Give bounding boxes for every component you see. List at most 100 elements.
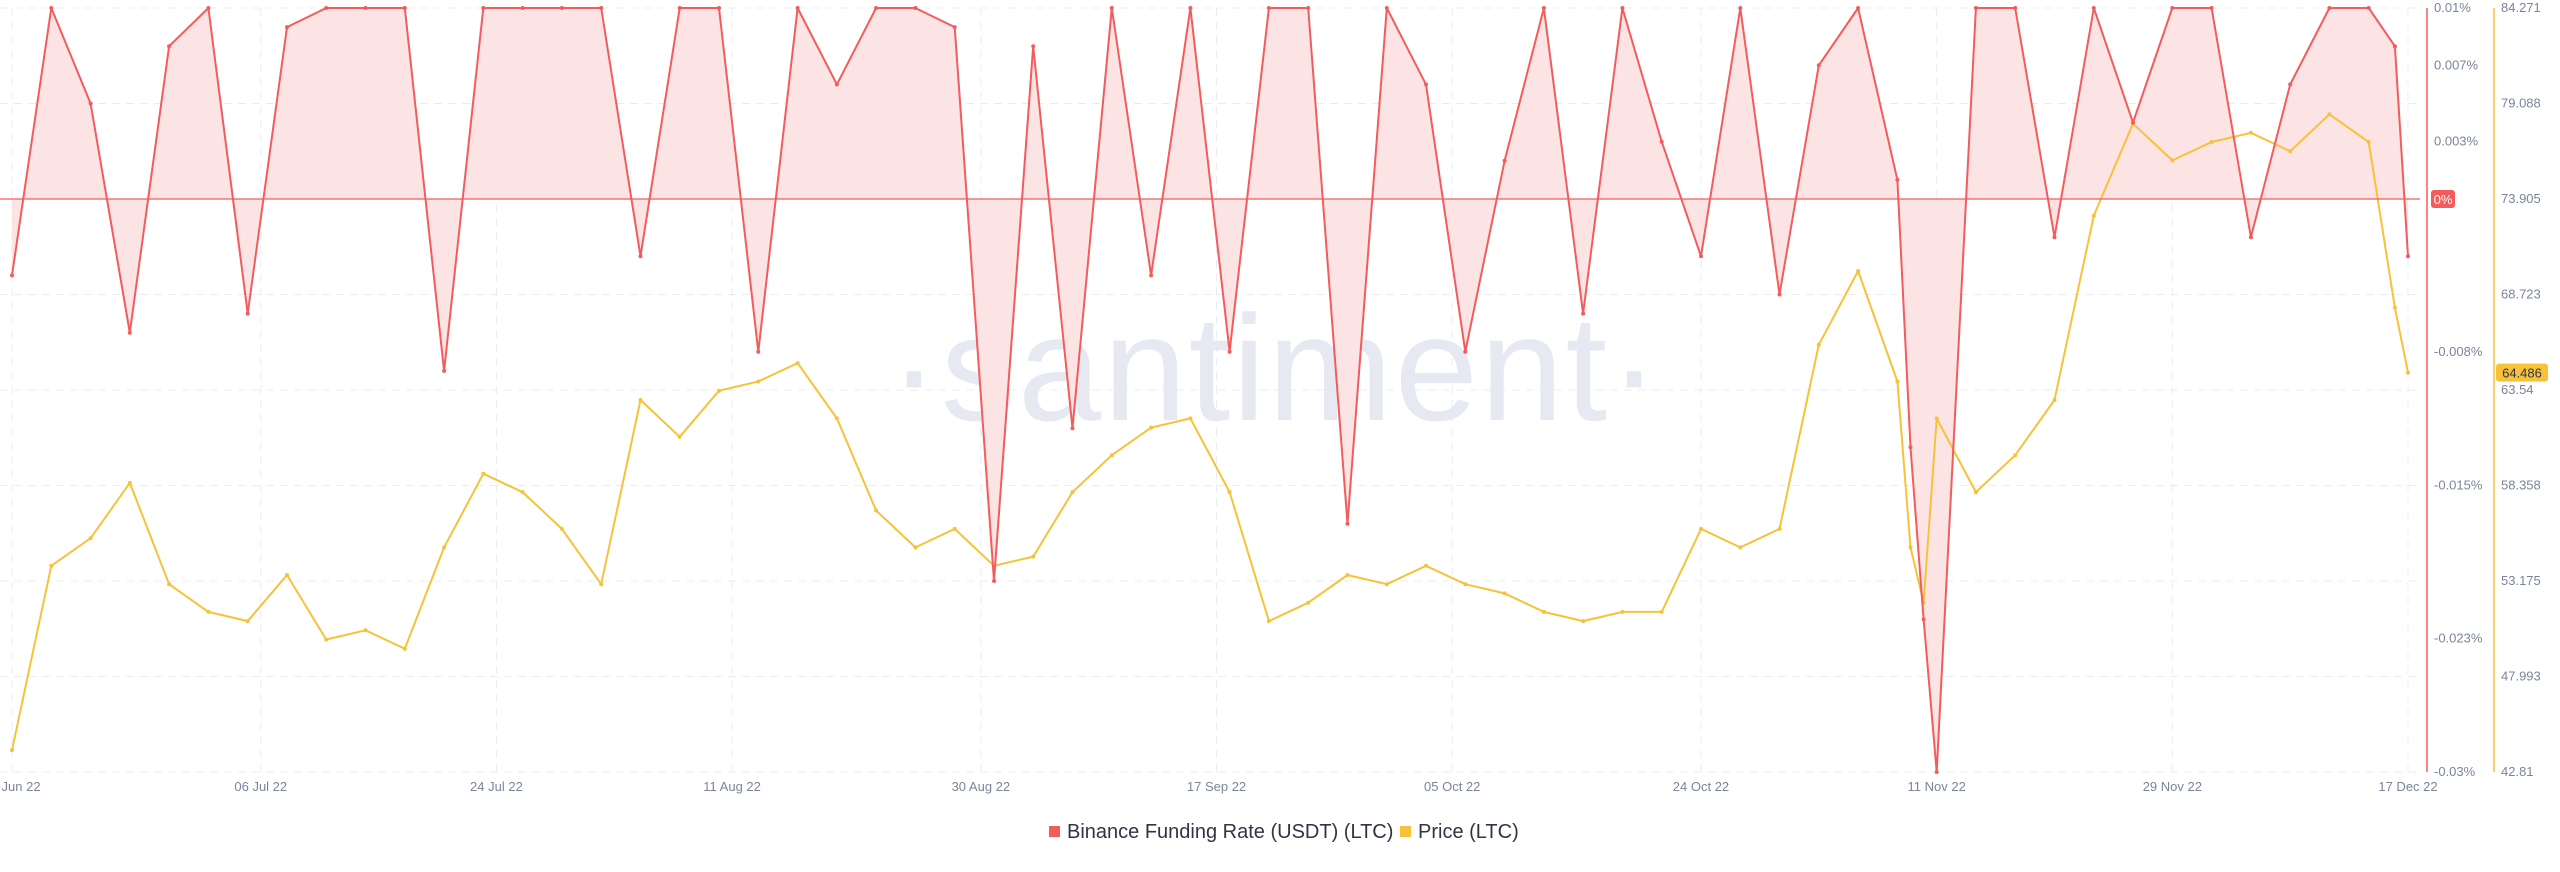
funding-point [167, 44, 172, 49]
legend: Binance Funding Rate (USDT) (LTC) Price (… [1049, 821, 1519, 843]
price-point [1188, 416, 1193, 421]
watermark: ·santiment· [889, 284, 1661, 452]
funding-point [363, 6, 368, 10]
funding-point [1266, 6, 1271, 10]
price-axis-tick-label: 68.723 [2501, 287, 2541, 302]
price-point [1620, 609, 1625, 614]
funding-point [1581, 311, 1586, 316]
funding-axis-tick-label: 0.007% [2434, 57, 2479, 72]
price-point [285, 573, 289, 577]
price-point [402, 646, 407, 651]
x-axis-tick-label: 06 Jul 22 [234, 779, 287, 794]
funding-point [2170, 6, 2175, 10]
x-axis-tick-label: 17 Dec 22 [2378, 779, 2437, 794]
price-point [952, 526, 957, 531]
funding-point [559, 6, 564, 10]
funding-point [1973, 6, 1978, 10]
price-point [2091, 213, 2096, 218]
price-point [1463, 582, 1468, 587]
price-axis-tick-label: 84.271 [2501, 0, 2541, 15]
price-point [1973, 490, 1978, 495]
price-point [1541, 609, 1546, 614]
price-point [913, 545, 918, 550]
funding-point [88, 101, 93, 106]
legend-swatch [1049, 826, 1060, 837]
funding-point [599, 6, 604, 10]
x-axis-tick-label: 24 Jul 22 [470, 779, 523, 794]
funding-point [795, 6, 800, 10]
funding-point [402, 6, 407, 10]
x-axis-tick-label: 05 Oct 22 [1424, 779, 1480, 794]
funding-point [481, 6, 486, 10]
price-point [717, 388, 721, 393]
x-axis-tick-label: 11 Nov 22 [1908, 779, 1966, 794]
funding-point [2248, 235, 2253, 240]
price-point [2052, 398, 2057, 402]
price-point [88, 536, 93, 541]
price-badge-label: 64.486 [2502, 366, 2542, 381]
funding-point [1659, 139, 1664, 144]
price-point [599, 582, 604, 587]
funding-axis-tick-label: -0.023% [2434, 630, 2483, 645]
funding-point [442, 368, 447, 373]
price-point [49, 563, 54, 568]
funding-point [1188, 6, 1193, 10]
funding-point [1856, 6, 1861, 10]
price-point [363, 628, 368, 633]
price-point [1306, 600, 1311, 605]
funding-point [520, 6, 525, 10]
funding-point [1908, 445, 1913, 450]
price-point [206, 609, 211, 614]
funding-point [1620, 6, 1625, 10]
price-point [1266, 619, 1271, 624]
price-point [756, 379, 761, 384]
funding-point [952, 25, 957, 30]
funding-point [2288, 82, 2293, 87]
price-point [1502, 591, 1507, 596]
price-point [2392, 305, 2397, 310]
price-point [442, 545, 447, 550]
price-axis-tick-label: 47.993 [2501, 668, 2541, 683]
funding-axis-tick-label: 0.01% [2434, 0, 2471, 15]
price-point [795, 361, 800, 366]
funding-point [1306, 6, 1311, 10]
legend-item[interactable]: Price (LTC) [1400, 821, 1519, 843]
price-point [559, 526, 564, 531]
price-point [1856, 269, 1861, 273]
funding-point [2406, 254, 2410, 259]
price-point [1227, 490, 1232, 495]
funding-point [2209, 6, 2214, 10]
funding-point [717, 6, 721, 10]
price-point [677, 434, 682, 439]
funding-point [1502, 158, 1507, 163]
funding-point [2131, 120, 2135, 125]
price-point [2209, 140, 2214, 144]
price-point [834, 416, 839, 421]
price-axis-tick-label: 73.905 [2501, 191, 2541, 206]
funding-point [1463, 349, 1468, 354]
legend-item[interactable]: Binance Funding Rate (USDT) (LTC) [1049, 821, 1393, 843]
price-point [1816, 342, 1821, 347]
funding-point [1109, 6, 1114, 10]
funding-point [677, 6, 682, 10]
funding-point [1816, 63, 1821, 68]
funding-axis-tick-label: -0.015% [2434, 478, 2483, 493]
funding-point [245, 311, 250, 316]
price-point [1895, 379, 1900, 384]
price-point [127, 480, 132, 485]
funding-point [1699, 254, 1703, 259]
price-point [2406, 370, 2410, 375]
price-point [1699, 526, 1703, 531]
price-point [1934, 416, 1939, 421]
price-point [2366, 140, 2371, 144]
funding-point [2013, 6, 2018, 10]
price-point [1149, 425, 1154, 430]
funding-point [1934, 770, 1939, 774]
price-last-value-badge: 64.486 [2496, 363, 2548, 382]
price-axis-tick-label: 58.358 [2501, 477, 2541, 492]
funding-point [874, 6, 879, 10]
price-point [245, 619, 250, 624]
price-point [2327, 112, 2332, 117]
zero-badge-label: 0% [2434, 192, 2453, 207]
